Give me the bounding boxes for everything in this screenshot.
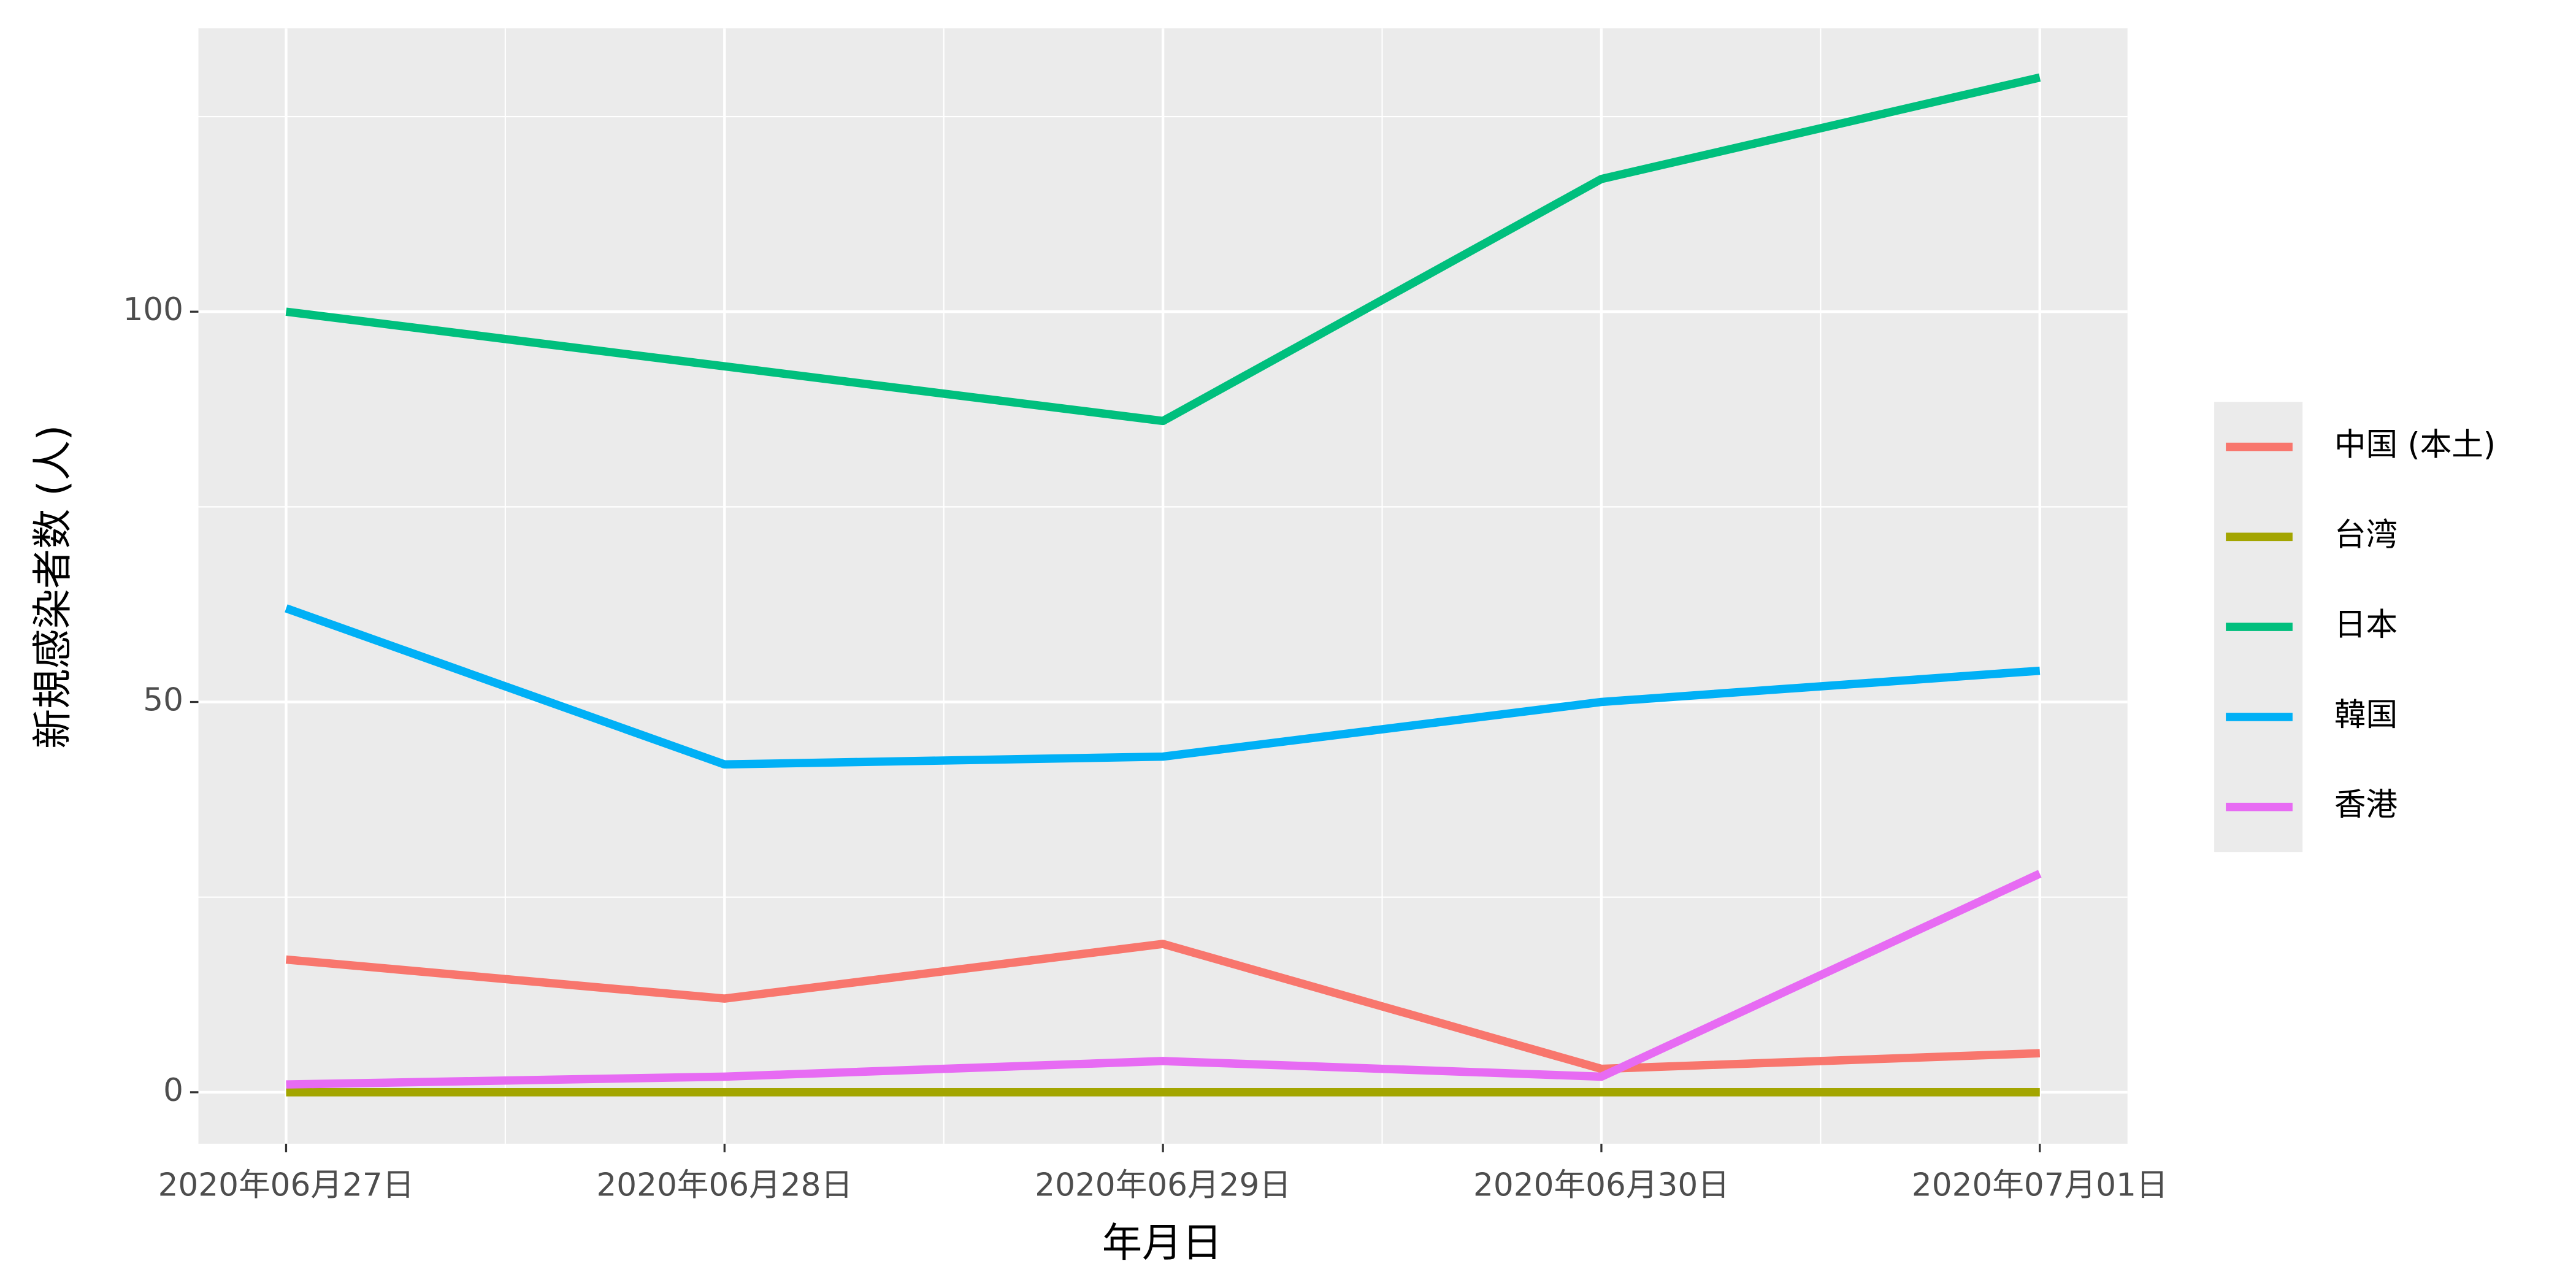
y-tick-label: 50: [143, 682, 183, 719]
y-tick-label: 0: [163, 1072, 183, 1109]
x-tick-label: 2020年06月30日: [1473, 1167, 1730, 1204]
x-tick-label: 2020年06月27日: [158, 1167, 415, 1204]
legend-label: 中国 (本土): [2334, 427, 2496, 464]
legend-label: 台湾: [2334, 516, 2398, 553]
y-axis-title: 新規感染者数 (人): [29, 425, 76, 749]
series-line: [286, 870, 2042, 1089]
legend-label: 日本: [2334, 607, 2398, 643]
legend-label: 香港: [2334, 787, 2398, 824]
series-line: [285, 940, 2041, 1073]
x-axis-title: 年月日: [1102, 1220, 1222, 1267]
series-line: [285, 604, 2041, 769]
x-tick-label: 2020年06月28日: [596, 1167, 853, 1204]
series-line: [285, 73, 2041, 426]
x-tick-label: 2020年06月29日: [1035, 1167, 1291, 1204]
x-tick-label: 2020年07月01日: [1912, 1167, 2168, 1204]
y-tick-label: 100: [123, 291, 183, 328]
lines: [285, 73, 2042, 1097]
legend-label: 韓国: [2334, 697, 2398, 734]
